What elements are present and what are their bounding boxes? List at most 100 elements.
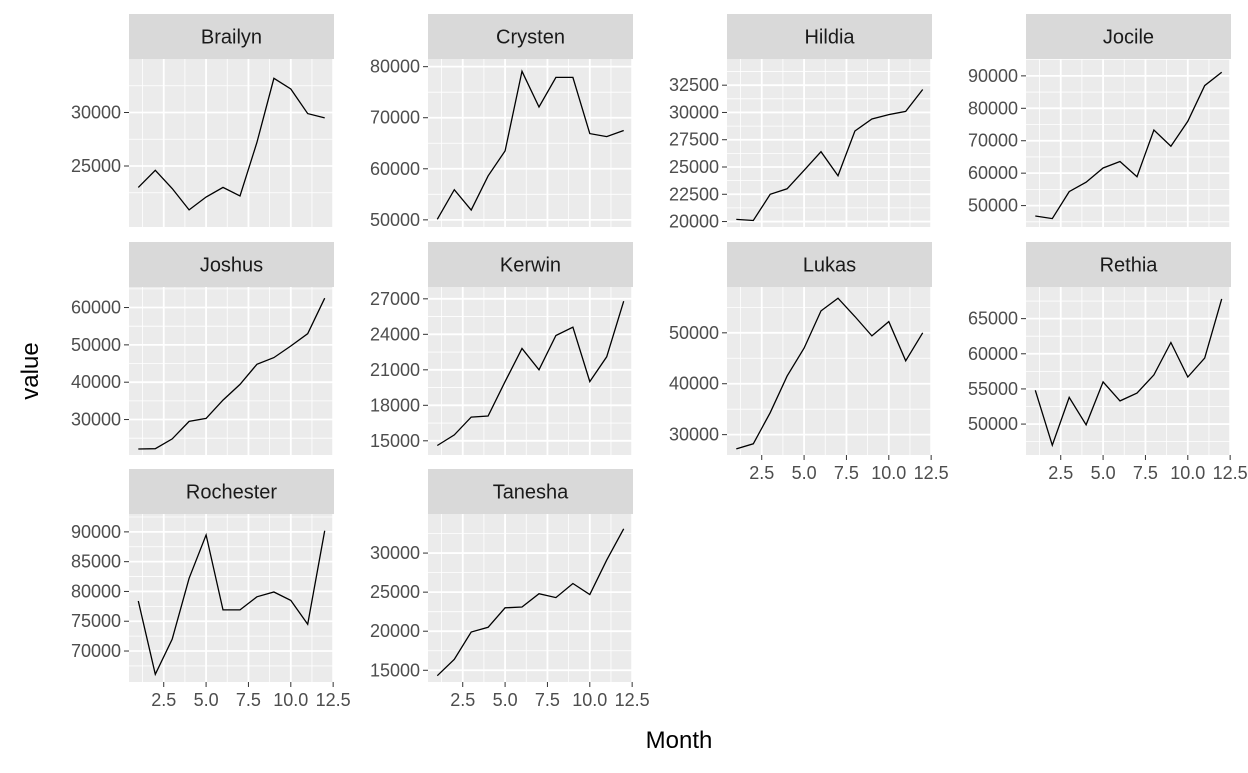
series-line-tanesha: [436, 528, 625, 677]
y-tick-label: 22500: [669, 184, 719, 204]
facet-strip: [1026, 242, 1231, 287]
facet-panel: [129, 287, 334, 455]
facet-strip: [428, 469, 633, 514]
x-tick-label: 12.5: [1213, 463, 1248, 483]
facet-panel: [1026, 59, 1231, 227]
facet-strip-label: Joshus: [200, 255, 263, 277]
facet-grid: [129, 287, 335, 455]
x-tick-label: 10.0: [1170, 463, 1205, 483]
series-line-joshus: [138, 297, 326, 450]
x-tick-label: 7.5: [834, 463, 859, 483]
facet-strip-label: Tanesha: [493, 482, 569, 504]
x-tick-label: 12.5: [914, 463, 949, 483]
facet-grid: [129, 514, 335, 682]
facet-panel: [727, 59, 932, 227]
y-tick-label: 70000: [370, 108, 420, 128]
series-line-lukas: [736, 297, 924, 450]
facet-strip: [129, 242, 334, 287]
y-tick-label: 25000: [669, 157, 719, 177]
facet-strip: [129, 469, 334, 514]
facet-strip: [428, 242, 633, 287]
y-tick-label: 32500: [669, 75, 719, 95]
x-tick-label: 12.5: [316, 690, 351, 710]
series-line-crysten: [436, 69, 624, 220]
y-tick-label: 70000: [71, 641, 121, 661]
facet-strip-label: Kerwin: [500, 255, 561, 277]
x-tick-label: 2.5: [151, 690, 176, 710]
x-tick-label: 10.0: [572, 690, 607, 710]
y-tick-label: 50000: [968, 414, 1018, 434]
series-line-rochester: [137, 530, 326, 677]
facets-layer: Brailyn 25000 30000 Crysten 50000 60000 70000 8…: [71, 14, 1248, 710]
x-tick-label: 5.0: [792, 463, 817, 483]
facet-crysten: Crysten 50000 60000 70000 80000: [370, 14, 634, 230]
facet-tanesha: Tanesha 15000 20000 25000 30000 2.5 5.0 7.5 10.0…: [370, 469, 650, 710]
y-tick-label: 27000: [370, 289, 420, 309]
x-tick-label: 2.5: [1048, 463, 1073, 483]
facet-strip: [727, 14, 932, 59]
facet-panel: [129, 59, 334, 227]
x-tick-label: 10.0: [273, 690, 308, 710]
y-tick-label: 90000: [71, 522, 121, 542]
y-tick-label: 60000: [71, 298, 121, 318]
facet-rochester: Rochester 70000 75000 80000 85000 90000 2.5 5.0…: [71, 469, 351, 710]
x-tick-label: 10.0: [871, 463, 906, 483]
y-tick-label: 50000: [669, 323, 719, 343]
x-tick-label: 2.5: [749, 463, 774, 483]
series-line-jocile: [1035, 71, 1223, 220]
y-tick-label: 90000: [968, 66, 1018, 86]
y-tick-label: 50000: [71, 335, 121, 355]
facet-hildia: Hildia 20000 22500 25000 27500 30000 32500: [669, 14, 933, 232]
y-tick-label: 70000: [968, 131, 1018, 151]
x-tick-label: 7.5: [236, 690, 261, 710]
x-tick-label: 5.0: [194, 690, 219, 710]
y-tick-label: 65000: [968, 309, 1018, 329]
series-line-kerwin: [436, 301, 625, 447]
y-tick-label: 60000: [968, 344, 1018, 364]
facet-lukas: Lukas 30000 40000 50000 2.5 5.0 7.5 10.0 12.5: [669, 242, 949, 483]
facet-strip-label: Rethia: [1100, 255, 1159, 277]
y-tick-label: 15000: [370, 660, 420, 680]
y-tick-label: 50000: [370, 210, 420, 230]
y-tick-label: 30000: [71, 410, 121, 430]
y-tick-label: 55000: [968, 379, 1018, 399]
y-tick-label: 20000: [669, 212, 719, 232]
facet-kerwin: Kerwin 15000 18000 21000 24000 27000: [370, 242, 634, 455]
facet-panel: [129, 514, 334, 682]
x-tick-label: 5.0: [1091, 463, 1116, 483]
facet-strip-label: Hildia: [804, 27, 855, 49]
facet-grid: [727, 287, 933, 455]
facet-panel: [727, 287, 932, 455]
y-tick-label: 21000: [370, 360, 420, 380]
facet-strip: [727, 242, 932, 287]
y-tick-label: 30000: [669, 425, 719, 445]
series-line-brailyn: [137, 77, 325, 211]
facet-strip-label: Rochester: [186, 482, 277, 504]
series-line-rethia: [1034, 298, 1223, 448]
y-tick-label: 75000: [71, 611, 121, 631]
facet-grid: [428, 287, 634, 455]
facet-brailyn: Brailyn 25000 30000: [71, 14, 335, 227]
series-line-hildia: [736, 89, 924, 222]
y-tick-label: 60000: [968, 163, 1018, 183]
facet-grid: [428, 514, 634, 682]
x-tick-label: 7.5: [1133, 463, 1158, 483]
y-tick-label: 30000: [370, 543, 420, 563]
y-tick-label: 40000: [71, 372, 121, 392]
facet-jocile: Jocile 50000 60000 70000 80000 90000: [968, 14, 1232, 227]
facet-panel: [428, 514, 633, 682]
y-tick-label: 60000: [370, 159, 420, 179]
x-tick-label: 5.0: [493, 690, 518, 710]
y-tick-label: 24000: [370, 324, 420, 344]
facet-strip: [428, 14, 633, 59]
y-tick-label: 80000: [370, 57, 420, 77]
facet-grid: [1026, 287, 1232, 455]
facet-grid: [129, 59, 335, 227]
y-axis-title: value: [17, 342, 44, 399]
facet-grid: [727, 59, 933, 227]
facet-strip-label: Brailyn: [201, 27, 262, 49]
y-tick-label: 50000: [968, 196, 1018, 216]
y-tick-label: 80000: [968, 98, 1018, 118]
